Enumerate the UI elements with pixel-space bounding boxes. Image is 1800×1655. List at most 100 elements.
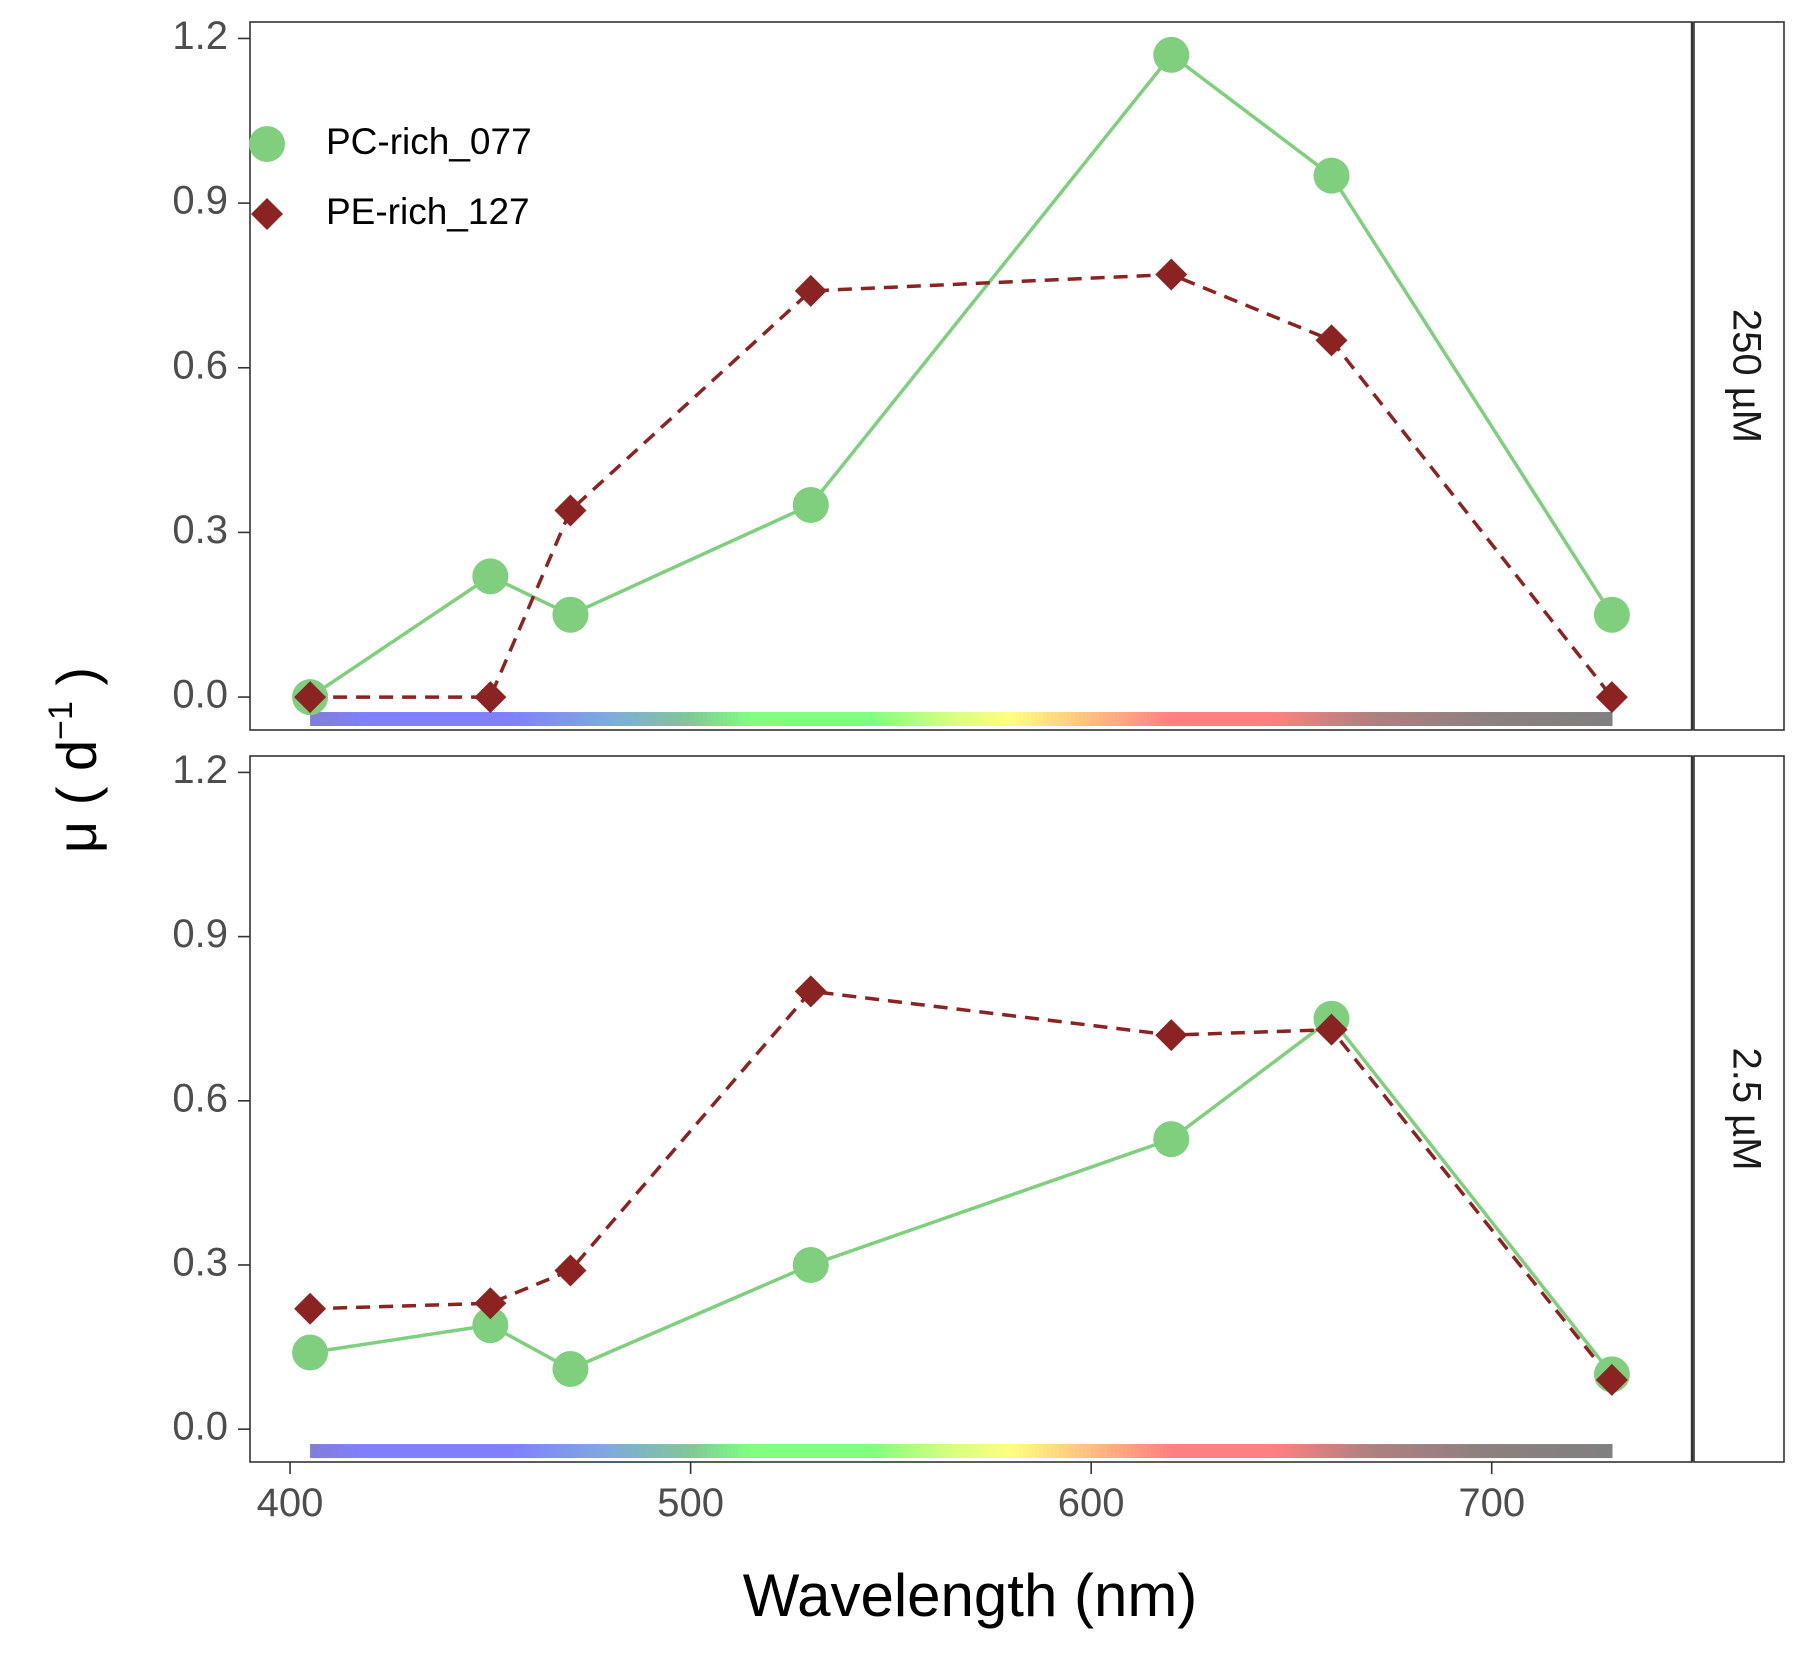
spectrum-bar-segment [1143,1444,1148,1459]
spectrum-bar-segment [1283,712,1289,727]
spectrum-bar-segment [666,1444,672,1459]
spectrum-bar-segment [1603,712,1609,727]
spectrum-bar-segment [999,712,1004,727]
spectrum-bar-segment [1595,1444,1601,1459]
spectrum-bar-segment [1155,712,1160,727]
spectrum-bar-segment [1515,712,1521,727]
spectrum-bar-segment [1195,712,1200,727]
spectrum-bar-segment [1003,1444,1008,1459]
spectrum-bar-segment [938,1444,944,1459]
spectrum-bar-segment [930,712,936,727]
spectrum-bar-segment [1151,712,1156,727]
spectrum-bar-segment [374,712,379,727]
spectrum-bar-segment [394,1444,399,1459]
spectrum-bar-segment [1331,712,1337,727]
spectrum-bar-segment [1291,712,1297,727]
data-point [294,681,327,714]
spectrum-bar-segment [630,712,636,727]
spectrum-bar-segment [1127,712,1132,727]
spectrum-bar-segment [1527,712,1533,727]
spectrum-bar-segment [1095,712,1100,727]
spectrum-bar-segment [618,1444,624,1459]
data-point [794,975,827,1008]
spectrum-bar-segment [1535,712,1541,727]
spectrum-bar-segment [470,712,475,727]
spectrum-bar-segment [922,1444,928,1459]
spectrum-bar-segment [866,1444,872,1459]
spectrum-bar-segment [386,1444,391,1459]
spectrum-bar-segment [882,1444,888,1459]
spectrum-bar-segment [1443,712,1449,727]
spectrum-bar-segment [858,1444,864,1459]
spectrum-bar-segment [1383,1444,1389,1459]
spectrum-bar-segment [482,1444,487,1459]
data-point [472,1307,509,1344]
spectrum-bar-segment [942,712,948,727]
spectrum-bar-segment [1399,712,1405,727]
spectrum-bar-segment [662,1444,668,1459]
spectrum-bar-segment [582,1444,588,1459]
spectrum-bar-segment [1023,1444,1028,1459]
spectrum-bar-segment [806,712,812,727]
spectrum-bar-segment [1063,1444,1068,1459]
spectrum-bar-segment [1211,712,1216,727]
spectrum-bar-segment [486,712,491,727]
spectrum-bar-segment [1027,712,1032,727]
spectrum-bar-segment [971,712,976,727]
spectrum-bar-segment [510,1444,515,1459]
data-point [472,558,509,595]
spectrum-bar-segment [1415,1444,1421,1459]
spectrum-bar-segment [1235,712,1240,727]
spectrum-bar-segment [534,1444,539,1459]
spectrum-bar-segment [830,712,836,727]
data-point [1155,1019,1188,1052]
y-tick-label: 0.9 [172,179,228,223]
spectrum-bar-segment [718,1444,724,1459]
spectrum-bar-segment [798,1444,804,1459]
spectrum-bar-segment [794,1444,800,1459]
spectrum-bar-segment [602,1444,608,1459]
spectrum-bar-segment [878,712,884,727]
spectrum-bar-segment [354,712,359,727]
spectrum-bar-segment [618,712,624,727]
spectrum-bar-segment [514,712,519,727]
legend-key [249,126,285,162]
spectrum-bar-segment [1583,1444,1589,1459]
spectrum-bar-segment [1279,1444,1285,1459]
spectrum-bar-segment [502,1444,507,1459]
spectrum-bar-segment [826,1444,832,1459]
spectrum-bar-segment [474,712,479,727]
spectrum-bar-segment [1447,1444,1453,1459]
spectrum-bar-segment [458,1444,463,1459]
spectrum-bar-segment [1387,1444,1393,1459]
spectrum-bar-segment [1583,712,1589,727]
spectrum-bar-segment [898,712,904,727]
spectrum-bar-segment [1035,712,1040,727]
spectrum-bar-segment [406,712,411,727]
spectrum-bar-segment [814,712,820,727]
data-point [552,596,589,633]
spectrum-bar-segment [442,712,447,727]
spectrum-bar-segment [1271,1444,1277,1459]
spectrum-bar-segment [642,712,648,727]
spectrum-bar-segment [650,1444,656,1459]
spectrum-bar-segment [778,1444,784,1459]
spectrum-bar-segment [934,1444,940,1459]
spectrum-bar-segment [1115,1444,1120,1459]
spectrum-bar-segment [1047,1444,1052,1459]
spectrum-bar-segment [342,712,347,727]
spectrum-bar-segment [886,1444,892,1459]
data-point [1153,36,1190,73]
spectrum-bar-segment [1419,712,1425,727]
spectrum-bar-segment [654,712,660,727]
spectrum-bar-segment [330,1444,335,1459]
spectrum-bar-segment [1087,712,1092,727]
spectrum-bar-segment [1367,1444,1373,1459]
spectrum-bar-segment [834,1444,840,1459]
x-tick-label: 400 [257,1481,324,1525]
spectrum-bar-segment [1175,712,1180,727]
spectrum-bar-segment [1187,712,1192,727]
spectrum-bar-segment [746,1444,752,1459]
spectrum-bar-segment [1243,712,1248,727]
spectrum-bar-segment [418,712,423,727]
